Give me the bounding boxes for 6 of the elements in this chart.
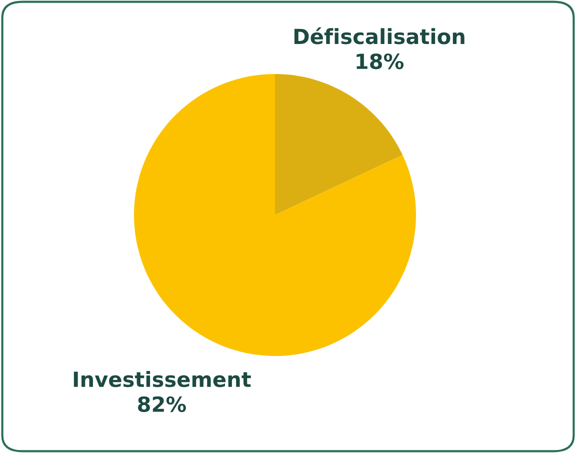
data-label: 18% bbox=[356, 53, 404, 70]
data-label: 82% bbox=[138, 396, 186, 412]
slice-label: Investissement bbox=[74, 371, 251, 388]
pie-slice bbox=[134, 74, 416, 356]
pie-slice bbox=[275, 74, 403, 215]
slice-label: Défiscalisation bbox=[294, 27, 464, 44]
